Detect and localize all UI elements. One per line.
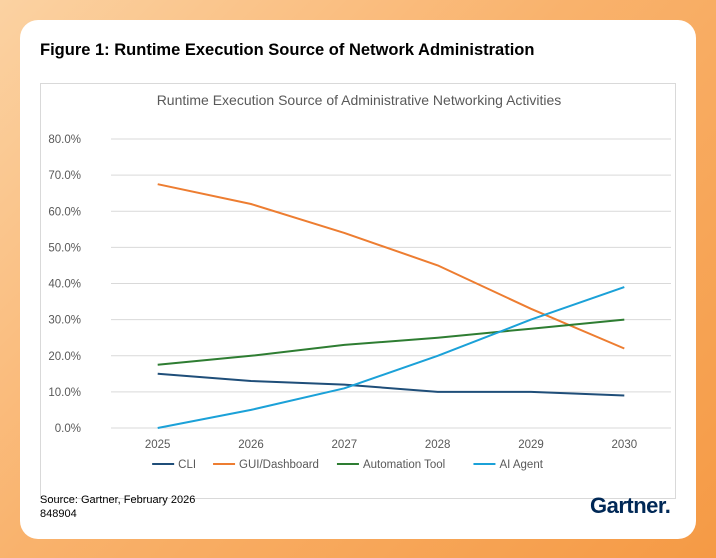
y-tick-label: 60.0% [48,206,81,218]
x-tick-label: 2027 [332,439,358,451]
series-line-automation-tool [157,318,625,366]
gridlines [111,138,671,429]
x-tick-label: 2029 [518,439,544,451]
source-text: Source: Gartner, February 2026 [40,494,196,506]
legend-label: CLI [178,459,196,471]
figure-card: Figure 1: Runtime Execution Source of Ne… [20,20,696,539]
chart-title: Runtime Execution Source of Administrati… [157,92,562,108]
logo-text: Gartner [590,493,665,518]
legend: CLI GUI/Dashboard Automation Tool AI Agent [152,459,544,471]
y-tick-label: 30.0% [48,315,81,327]
logo-dot: . [664,493,671,518]
line-chart: Runtime Execution Source of Administrati… [48,92,671,471]
document-id: 848904 [40,508,77,520]
x-tick-label: 2026 [238,439,264,451]
chart-container: Runtime Execution Source of Administrati… [40,83,676,499]
legend-label: GUI/Dashboard [239,459,319,471]
series-lines [157,183,625,429]
legend-label: AI Agent [499,459,543,471]
series-line-gui-dashboard [157,183,625,350]
legend-label: Automation Tool [363,459,445,471]
y-tick-label: 40.0% [48,279,81,291]
gartner-logo: Gartner. [590,493,671,519]
series-line-ai-agent [157,286,625,429]
x-tick-label: 2028 [425,439,451,451]
x-axis: 2025 2026 2027 2028 2029 2030 [145,439,637,451]
x-tick-label: 2030 [612,439,638,451]
y-tick-label: 80.0% [48,134,81,146]
y-axis: 0.0% 10.0% 20.0% 30.0% 40.0% 50.0% 60.0% 70.0% 8… [48,134,81,435]
y-tick-label: 0.0% [55,423,81,435]
figure-title: Figure 1: Runtime Execution Source of Ne… [40,41,535,59]
source-note: Source: Gartner, February 2026 848904 [40,493,195,521]
y-tick-label: 10.0% [48,387,81,399]
y-tick-label: 70.0% [48,170,81,182]
x-tick-label: 2025 [145,439,171,451]
y-tick-label: 20.0% [48,351,81,363]
series-line-cli [157,372,625,397]
y-tick-label: 50.0% [48,242,81,254]
